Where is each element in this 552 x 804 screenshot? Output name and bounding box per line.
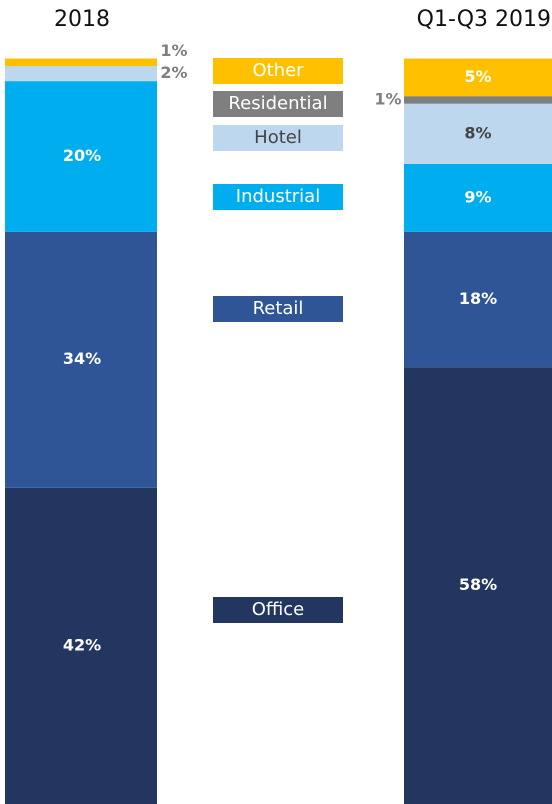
bar-segment [404,96,552,104]
data-label: 2% [160,63,187,82]
category-label: Q1-Q3 2019 [417,7,551,32]
legend-swatch [213,91,343,117]
category-label: 2018 [54,7,110,32]
bar-segment [5,487,157,804]
data-label: 18% [459,289,497,308]
data-label: 1% [160,41,187,60]
legend-swatch [213,184,343,210]
bar-segment [5,58,157,67]
data-label: 5% [464,67,491,86]
bar-segment [5,231,157,488]
legend-label: Retail [253,298,304,319]
bar-segment [5,81,157,232]
bar-segment [404,58,552,97]
legend-label: Residential [228,93,327,114]
data-label: 34% [63,349,101,368]
data-label: 9% [464,187,491,206]
bar-segment [404,231,552,368]
data-label: 58% [459,575,497,594]
legend-label: Office [252,599,305,620]
legend-swatch [213,58,343,84]
bar-segment [404,103,552,164]
data-label: 42% [63,635,101,654]
legend-swatch [213,296,343,322]
bar-segment [404,163,552,232]
legend-label: Hotel [254,127,302,148]
data-label: 20% [63,146,101,165]
legend-swatch [213,125,343,151]
bar-segment [5,66,157,82]
legend-label: Other [252,60,304,81]
legend-swatch [213,597,343,623]
legend-label: Industrial [236,186,320,207]
data-label: 8% [464,123,491,142]
data-label: 1% [374,89,401,108]
bar-segment [404,367,552,804]
